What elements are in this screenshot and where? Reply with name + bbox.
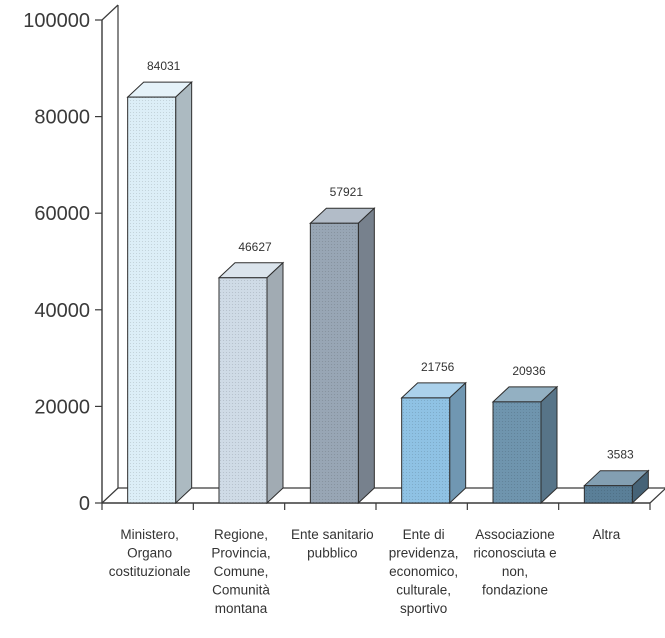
bar-texture [127, 97, 176, 503]
x-tick-label: Ente sanitario pubblico [291, 527, 374, 561]
bar-value-label: 21756 [421, 360, 455, 374]
x-tick-label: Ministero, Organo costituzionale [109, 527, 191, 579]
bar: 20936 [491, 364, 559, 505]
bar-texture [219, 277, 267, 503]
side-wall-top-edge [101, 4, 119, 21]
bars: 84031 46627 57921 21756 20936 3583 [126, 59, 650, 505]
y-tick-label: 20000 [34, 396, 90, 418]
x-tick-label: Regione, Provincia, Comune, Comunità montana [211, 527, 270, 616]
y-tick-label: 40000 [34, 300, 90, 322]
bar: 21756 [400, 360, 467, 505]
bar-side-face [175, 80, 193, 505]
x-tick-label: Associazione riconosciuta e non, fondazione [473, 527, 556, 598]
bar-side-face [540, 385, 558, 505]
x-tick-label: Ente di previdenza, economico, culturale, sp… [389, 527, 459, 616]
bar-value-label: 46627 [238, 240, 272, 254]
bar-value-label: 57921 [330, 185, 364, 199]
bar-value-label: 84031 [147, 59, 181, 73]
bar: 57921 [309, 185, 376, 505]
x-tick-label: Altra [592, 527, 620, 542]
x-axis: Ministero, Organo costituzionale Regione, Pr… [101, 503, 651, 616]
bar-side-face [357, 207, 375, 505]
y-axis: 0 20000 40000 60000 80000 100000 [23, 10, 103, 515]
bar: 3583 [583, 448, 650, 505]
bar-texture [401, 397, 450, 503]
y-tick-label: 80000 [34, 107, 90, 129]
bar-texture [493, 401, 541, 503]
bar-side-face [449, 381, 467, 505]
y-tick-label: 60000 [34, 203, 90, 225]
bar-value-label: 3583 [607, 448, 634, 462]
bar: 46627 [217, 240, 285, 505]
floor-right-edge [649, 488, 665, 504]
bar-value-label: 20936 [512, 364, 546, 378]
side-wall-bottom-edge [101, 487, 119, 504]
bar-side-face [266, 261, 284, 505]
bar-texture [584, 485, 633, 503]
bar: 84031 [126, 59, 193, 505]
y-tick-label: 100000 [23, 10, 90, 32]
y-tick-label: 0 [79, 493, 90, 515]
bar-texture [310, 223, 359, 503]
